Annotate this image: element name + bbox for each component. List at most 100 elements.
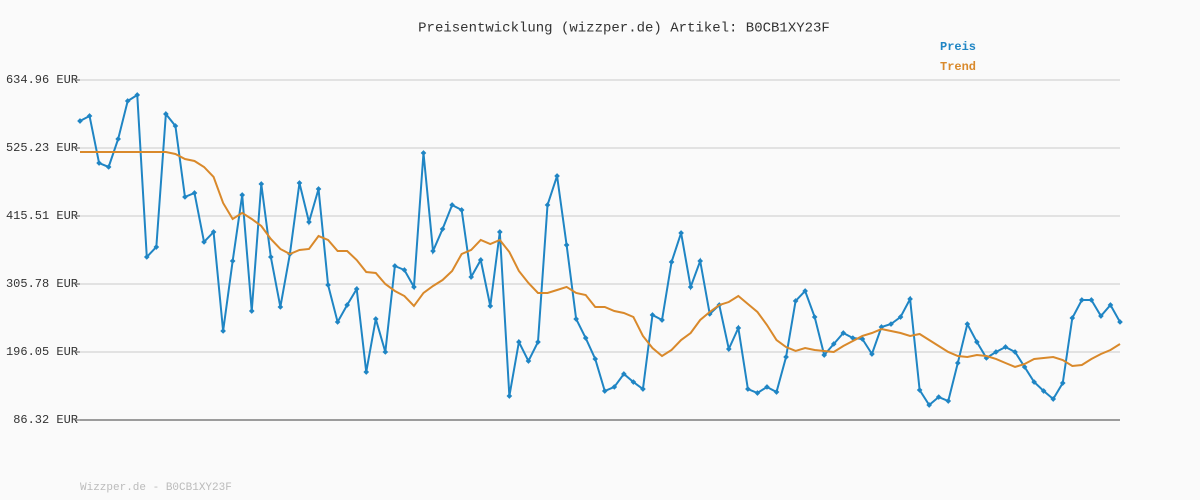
point-marker [668,259,675,265]
footer: Wizzper.de - B0CB1XY23F [80,482,232,494]
point-marker [1069,315,1076,321]
point-marker [487,303,494,309]
point-marker [1021,364,1028,370]
point-marker [77,118,83,124]
series-line [80,150,1121,369]
point-marker [258,181,265,187]
point-marker [172,123,179,129]
y-tick-label: 525.23 EUR [6,141,78,155]
chart-title: Preisentwicklung (wizzper.de) Artikel: B… [418,21,830,37]
point-marker [496,229,503,235]
point-marker [993,349,999,355]
point-marker [954,360,961,366]
point-marker [802,288,808,294]
point-marker [210,229,217,235]
point-marker [220,328,226,334]
point-marker [182,194,188,200]
point-marker [773,389,780,395]
point-marker [105,164,112,170]
point-marker [601,388,608,394]
point-marker [554,173,560,179]
y-tick-label: 634.96 EUR [6,73,78,87]
point-marker [678,230,684,236]
point-marker [725,346,732,352]
point-marker [124,98,131,104]
point-marker [907,296,913,302]
legend-entry: Preis [940,40,976,54]
point-marker [869,351,875,357]
y-tick-label: 86.32 EUR [13,413,78,427]
point-marker [1117,319,1123,325]
point-marker [1079,297,1085,303]
point-marker [916,387,923,393]
point-marker [582,335,589,341]
y-tick-label: 196.05 EUR [6,345,78,359]
point-marker [401,267,408,273]
point-marker [430,248,436,254]
y-tick-label: 305.78 EUR [6,277,78,291]
point-marker [1059,380,1066,386]
point-marker [477,257,484,263]
point-marker [888,321,894,327]
point-marker [1107,302,1114,308]
point-marker [201,239,207,245]
point-marker [134,92,141,98]
point-marker [783,354,789,360]
point-marker [897,314,904,320]
point-marker [277,304,284,310]
point-marker [468,274,475,280]
point-marker [592,356,599,362]
point-marker [974,339,980,345]
point-marker [1040,388,1047,394]
point-marker [764,384,770,390]
point-marker [143,254,150,260]
point-marker [392,263,398,269]
point-marker [1098,313,1104,319]
point-marker [926,402,933,408]
point-marker [229,258,236,264]
point-marker [563,242,570,248]
point-marker [1002,344,1009,350]
point-marker [945,398,952,404]
point-marker [506,393,513,399]
point-marker [1012,349,1018,355]
point-marker [516,339,522,345]
point-marker [334,319,341,325]
point-marker [935,394,942,400]
point-marker [687,284,694,290]
point-marker [573,316,579,322]
point-marker [840,330,847,336]
point-marker [306,219,312,225]
point-marker [964,321,971,327]
point-marker [659,317,665,323]
point-marker [630,379,637,385]
point-marker [315,186,322,192]
point-marker [86,113,93,119]
point-marker [754,390,761,396]
point-marker [363,369,370,375]
point-marker [697,258,704,264]
point-marker [248,308,255,314]
point-marker [811,314,818,320]
point-marker [458,207,465,213]
point-marker [163,111,169,117]
point-marker [353,286,360,292]
point-marker [411,284,417,290]
point-marker [449,202,455,208]
point-marker [649,312,656,318]
point-marker [830,341,837,347]
point-marker [640,386,646,392]
point-marker [621,371,627,377]
point-marker [115,136,121,142]
point-marker [821,352,828,358]
point-marker [439,226,446,232]
point-marker [191,190,198,196]
point-marker [544,202,551,208]
point-marker [382,349,389,355]
point-marker [239,192,246,198]
point-marker [735,325,742,331]
point-marker [792,298,799,304]
